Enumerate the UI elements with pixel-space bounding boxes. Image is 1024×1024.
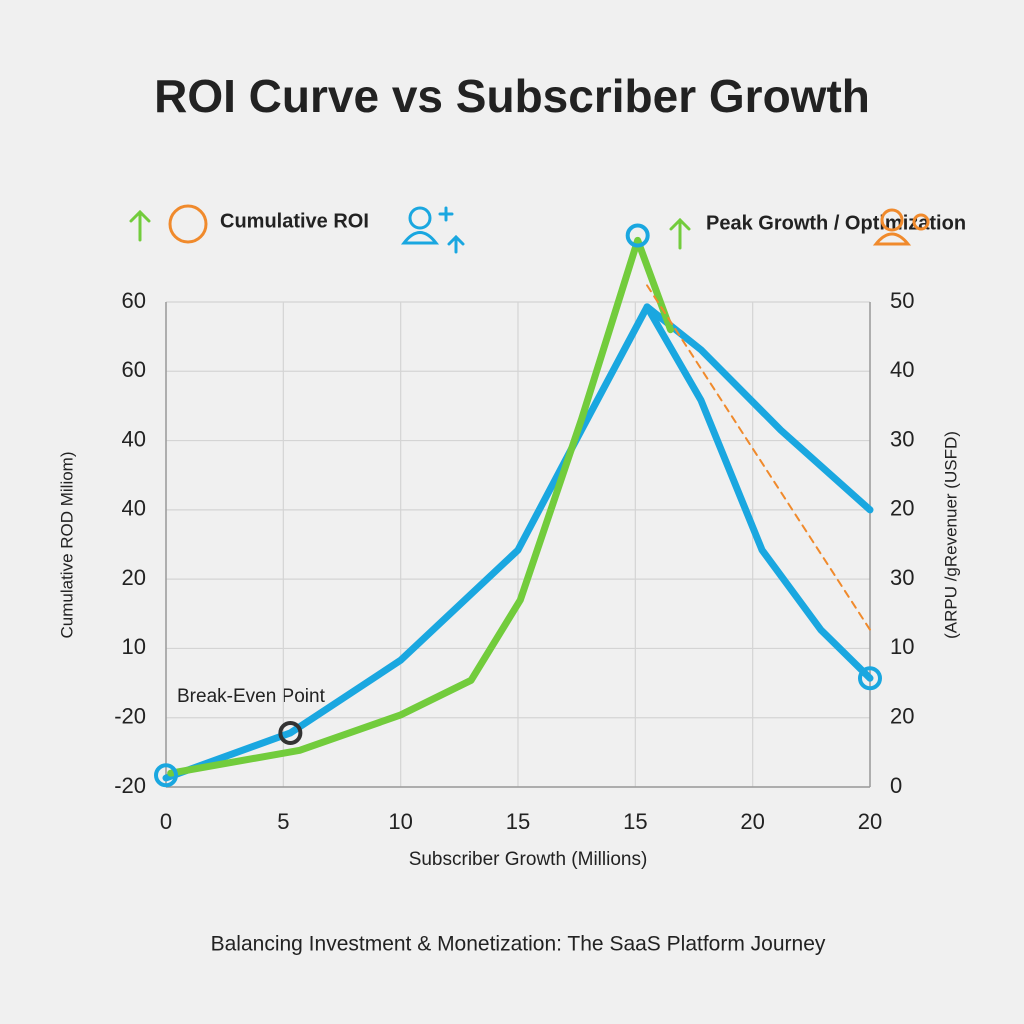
x-tick-label: 15: [506, 809, 530, 834]
y-tick-label: -20: [114, 773, 146, 798]
line-series: [643, 303, 874, 682]
y-tick-label: -20: [114, 704, 146, 729]
y-tick-label: 20: [122, 565, 146, 590]
y2-tick-label: 20: [890, 704, 914, 729]
icons: [129, 204, 930, 254]
y-tick-label: 10: [122, 634, 146, 659]
chart-subtitle: Balancing Investment & Monetization: The…: [211, 933, 826, 956]
x-tick-label: 5: [277, 809, 289, 834]
y2-tick-label: 30: [890, 426, 914, 451]
y-tick-label: 60: [122, 357, 146, 382]
point-marker: [625, 223, 650, 248]
chart-title: ROI Curve vs Subscriber Growth: [154, 70, 870, 122]
line-series: [646, 284, 871, 631]
y2-tick-label: 40: [890, 357, 914, 382]
line-series: [167, 236, 675, 777]
x-tick-label: 20: [858, 809, 882, 834]
x-tick-label: 15: [623, 809, 647, 834]
x-tick-label: 0: [160, 809, 172, 834]
x-tick-label: 10: [388, 809, 412, 834]
y2-tick-label: 20: [890, 496, 914, 521]
y-tick-label: 40: [122, 496, 146, 521]
x-axis-label: Subscriber Growth (Millions): [409, 849, 648, 870]
y2-axis-label: (ARPU /gRevenuer (USFD): [941, 431, 960, 639]
y-axis-label: Cumulative ROD Miliom): [57, 451, 76, 638]
point-marker: [154, 763, 178, 788]
y2-tick-label: 0: [890, 773, 902, 798]
y-tick-label: 40: [122, 426, 146, 451]
annotation: Cumulative ROI: [220, 210, 369, 232]
y2-tick-label: 10: [890, 634, 914, 659]
point-marker: [858, 666, 882, 691]
y-tick-label: 60: [122, 288, 146, 313]
y2-tick-label: 50: [890, 288, 914, 313]
x-tick-label: 20: [740, 809, 764, 834]
annotation: Break-Even Point: [177, 686, 326, 707]
point-marker: [278, 720, 303, 745]
y2-tick-label: 30: [890, 565, 914, 590]
